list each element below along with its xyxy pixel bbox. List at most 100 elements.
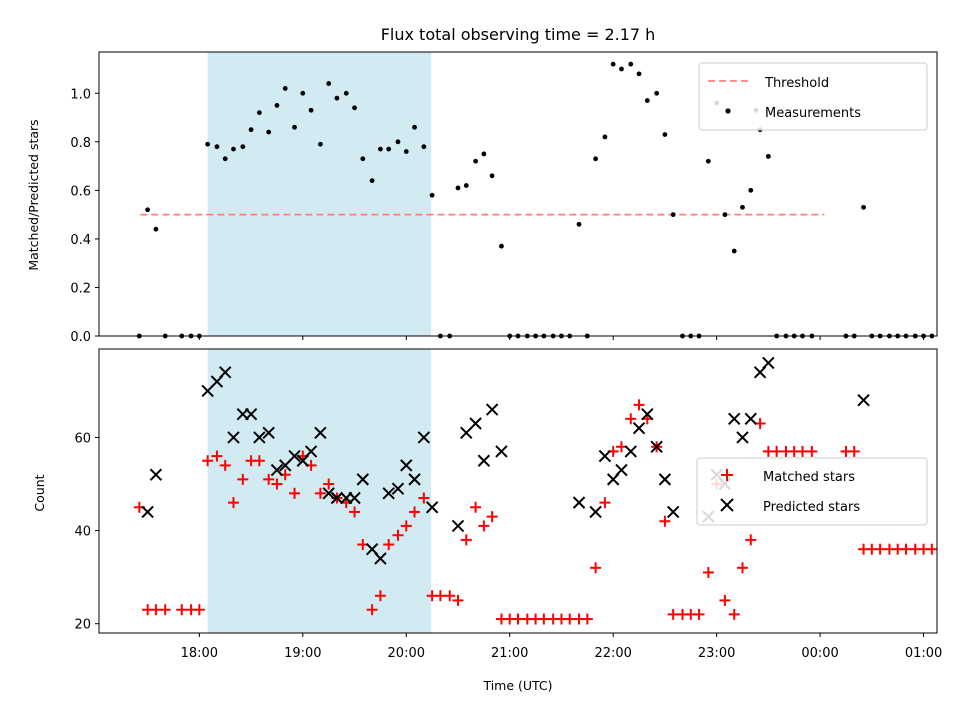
matched-star-point: [366, 604, 378, 616]
matched-star-point: [219, 459, 231, 471]
predicted-star-point: [141, 505, 154, 519]
matched-star-point: [581, 613, 593, 625]
measurement-point: [765, 153, 771, 159]
predicted-star-point: [201, 384, 214, 398]
matched-star-point: [625, 413, 637, 425]
predicted-star-point: [641, 407, 654, 421]
matched-star-point: [737, 562, 749, 574]
predicted-star-point: [408, 473, 421, 486]
measurement-point: [748, 187, 754, 193]
predicted-star-point: [270, 463, 284, 477]
y-tick-label-top: 0.0: [70, 330, 91, 345]
predicted-star-point: [615, 463, 628, 477]
measurement-point: [481, 151, 487, 157]
legend-measurements-swatch: [725, 108, 731, 114]
measurement-point: [352, 105, 357, 111]
legend-measurements-label: Measurements: [765, 106, 861, 121]
observing-window-span-bottom: [207, 349, 432, 633]
y-tick-label-top: 1.0: [70, 87, 91, 102]
matched-star-point: [193, 604, 205, 616]
x-tick-label: 22:00: [594, 646, 631, 661]
predicted-star-point: [227, 431, 240, 444]
legend-matched-label: Matched stars: [763, 470, 855, 485]
measurement-point: [576, 221, 582, 227]
matched-star-point: [392, 529, 404, 541]
matched-star-point: [289, 487, 301, 499]
measurement-point: [282, 86, 288, 91]
x-tick-label: 23:00: [698, 646, 735, 661]
matched-star-point: [728, 608, 740, 620]
measurement-point: [499, 243, 504, 249]
y-tick-label-top: 0.6: [70, 184, 91, 199]
matched-star-point: [434, 590, 446, 602]
predicted-star-point: [460, 426, 473, 440]
measurement-point: [644, 98, 650, 103]
count-panel-frame: [98, 348, 938, 634]
matched-star-point: [444, 590, 456, 602]
measurement-point: [222, 156, 228, 162]
measurement-point: [602, 134, 608, 140]
measurement-point: [360, 156, 366, 162]
matched-star-point: [452, 594, 464, 606]
predicted-star-point: [149, 468, 163, 481]
x-axis-label: Time (UTC): [482, 678, 552, 693]
measurement-point: [731, 248, 737, 254]
measurement-point: [740, 204, 745, 210]
predicted-star-point: [632, 421, 646, 435]
measurement-point: [300, 90, 306, 96]
legend-top: Threshold Measurements: [698, 62, 928, 131]
matched-star-point: [806, 445, 818, 457]
matched-star-point: [418, 492, 430, 504]
measurement-point: [248, 127, 254, 133]
measurement-point: [619, 66, 624, 72]
measurement-point: [722, 212, 728, 218]
matched-star-point: [400, 520, 412, 532]
measurement-point: [593, 156, 598, 162]
predicted-star-point: [348, 491, 361, 505]
measurement-point: [292, 124, 297, 130]
predicted-star-point: [857, 394, 870, 407]
predicted-star-point: [589, 505, 602, 519]
matched-star-point: [323, 478, 335, 490]
measurement-point: [654, 90, 660, 96]
predicted-star-point: [356, 473, 370, 486]
measurement-point: [386, 146, 392, 152]
predicted-star-point: [262, 426, 275, 440]
measurement-point: [412, 124, 417, 130]
measurement-point: [343, 90, 349, 96]
matched-star-point: [176, 604, 188, 616]
matched-star-point: [538, 613, 550, 625]
measurement-point: [662, 132, 668, 137]
matched-star-point: [470, 501, 482, 513]
y-tick-label-bottom: 40: [74, 525, 91, 540]
predicted-star-point: [658, 473, 672, 486]
measurement-point: [473, 158, 478, 164]
predicted-star-point: [314, 426, 327, 440]
legend-matched-swatch: [721, 469, 733, 481]
predicted-star-point: [485, 403, 499, 416]
matched-star-point: [874, 543, 886, 555]
x-tick-label: 19:00: [284, 646, 321, 661]
y-axis-label-ratio: Matched/Predicted stars: [26, 119, 41, 270]
matched-star-point: [460, 534, 472, 546]
matched-star-point: [702, 566, 714, 578]
predicted-star-point: [279, 459, 292, 472]
y-tick-label-top: 0.2: [70, 281, 91, 296]
measurement-point: [610, 61, 616, 67]
predicted-star-point: [425, 501, 439, 514]
predicted-star-point: [624, 445, 637, 458]
y-tick-label-bottom: 20: [74, 618, 91, 633]
measurement-point: [240, 144, 246, 150]
matched-star-point: [797, 445, 809, 457]
measurement-point: [145, 207, 151, 213]
chart-title: Flux total observing time = 2.17 h: [381, 25, 656, 44]
matched-star-point: [512, 613, 524, 625]
measurement-point: [670, 212, 676, 218]
x-tick-label: 21:00: [491, 646, 528, 661]
matched-star-point: [848, 445, 860, 457]
predicted-star-point: [495, 445, 508, 458]
y-tick-label-top: 0.4: [70, 233, 91, 248]
predicted-star-point: [330, 491, 344, 505]
measurement-point: [861, 204, 866, 210]
